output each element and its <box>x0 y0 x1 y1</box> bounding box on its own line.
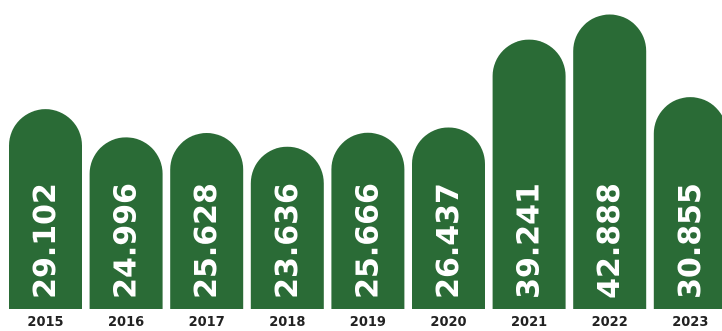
bar-2015 <box>9 109 82 309</box>
x-tick-label-2020: 2020 <box>430 315 466 330</box>
x-tick-label-2021: 2021 <box>511 315 547 330</box>
value-label-2022: 42.888 <box>592 183 627 299</box>
x-tick-label-2018: 2018 <box>269 315 305 330</box>
bar-2019 <box>331 132 405 309</box>
bars-group <box>9 14 722 310</box>
x-tick-label-2022: 2022 <box>592 315 628 330</box>
x-tick-label-2019: 2019 <box>350 315 386 330</box>
x-tick-label-2023: 2023 <box>672 315 708 330</box>
value-label-2015: 29.102 <box>28 183 63 299</box>
value-label-2016: 24.996 <box>109 183 144 299</box>
value-label-2018: 23.636 <box>270 183 305 299</box>
bar-2023 <box>653 97 722 309</box>
value-label-2017: 25.628 <box>189 183 224 299</box>
bar-2016 <box>89 137 163 309</box>
bar-2017 <box>170 133 244 309</box>
x-tick-label-2015: 2015 <box>27 315 63 330</box>
value-label-2020: 26.437 <box>431 183 466 299</box>
x-tick-label-2016: 2016 <box>108 315 144 330</box>
value-label-2023: 30.855 <box>673 183 708 299</box>
x-tick-labels-group: 2015 2016 2017 2018 2019 2020 2021 2022 2023 <box>27 315 708 330</box>
bar-2020 <box>412 127 485 309</box>
bar-2022 <box>573 14 647 310</box>
value-labels-group: 29.102 24.996 25.628 23.636 25.666 26.437 39.2… <box>28 183 708 299</box>
bar-2018 <box>250 146 324 309</box>
value-label-2019: 25.666 <box>350 183 385 299</box>
x-tick-label-2017: 2017 <box>189 315 225 330</box>
value-label-2021: 39.241 <box>512 183 547 299</box>
bar-2021 <box>492 39 566 309</box>
